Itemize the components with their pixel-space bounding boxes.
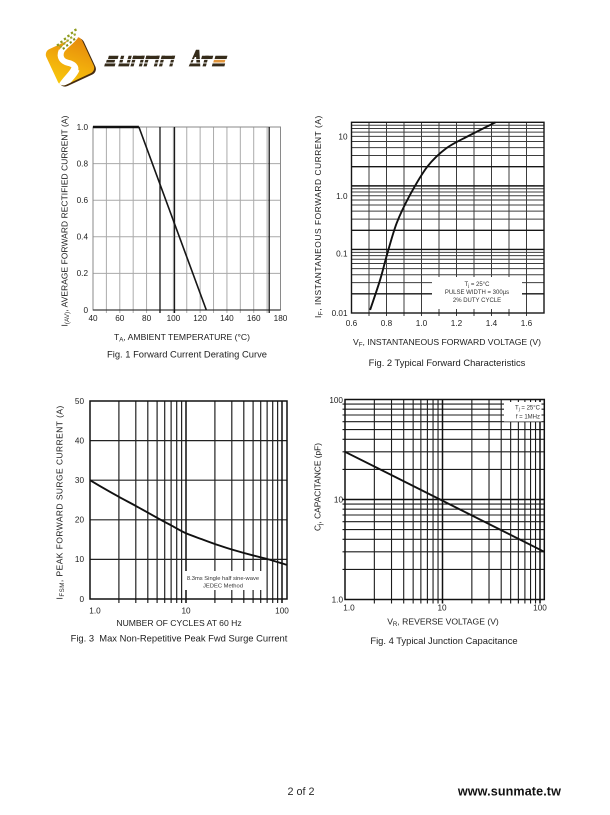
svg-text:0.01: 0.01 xyxy=(332,309,348,318)
svg-text:100: 100 xyxy=(533,604,547,613)
svg-text:0: 0 xyxy=(83,306,88,315)
svg-text:Fig. 3 Max Non-Repetitive Pea: Fig. 3 Max Non-Repetitive Peak Fwd Surge… xyxy=(71,633,288,644)
svg-text:10: 10 xyxy=(181,607,191,616)
svg-text:JEDEC Method: JEDEC Method xyxy=(203,584,243,590)
svg-text:PULSE WIDTH = 300µs: PULSE WIDTH = 300µs xyxy=(445,290,509,296)
svg-text:160: 160 xyxy=(247,314,261,323)
svg-text:0: 0 xyxy=(79,595,84,604)
svg-text:50: 50 xyxy=(75,397,85,406)
svg-text:1.0: 1.0 xyxy=(343,604,355,613)
svg-text:140: 140 xyxy=(220,314,234,323)
svg-text:0.6: 0.6 xyxy=(346,319,358,328)
svg-text:1.4: 1.4 xyxy=(486,319,498,328)
svg-text:Fig. 2 Typical Forward Charact: Fig. 2 Typical Forward Characteristics xyxy=(369,357,526,368)
svg-text:10: 10 xyxy=(334,495,344,504)
svg-text:VR, REVERSE VOLTAGE (V): VR, REVERSE VOLTAGE (V) xyxy=(387,617,499,629)
svg-text:10: 10 xyxy=(437,604,447,613)
svg-text:IF, INSTANTANEOUS FORWARD CURR: IF, INSTANTANEOUS FORWARD CURRENT (A) xyxy=(313,115,325,318)
svg-text:1.0: 1.0 xyxy=(77,123,89,132)
svg-text:Cj, CAPACITANCE (pF): Cj, CAPACITANCE (pF) xyxy=(313,443,325,531)
svg-text:1.0: 1.0 xyxy=(332,596,344,605)
svg-text:180: 180 xyxy=(274,314,288,323)
svg-text:10: 10 xyxy=(75,555,85,564)
svg-text:80: 80 xyxy=(142,314,152,323)
svg-text:0.1: 0.1 xyxy=(336,250,348,259)
svg-text:IFSM, PEAK FORWARD SURGE CURRE: IFSM, PEAK FORWARD SURGE CURRENT (A) xyxy=(55,405,67,599)
svg-text:VF, INSTANTANEOUS FORWARD VOLT: VF, INSTANTANEOUS FORWARD VOLTAGE (V) xyxy=(353,337,541,349)
svg-text:60: 60 xyxy=(115,314,125,323)
svg-text:20: 20 xyxy=(75,516,85,525)
svg-text:8.3ms Single half sine-wave: 8.3ms Single half sine-wave xyxy=(187,576,259,582)
svg-text:f = 1MHz: f = 1MHz xyxy=(516,415,540,421)
svg-text:0.6: 0.6 xyxy=(77,196,89,205)
svg-text:1.0: 1.0 xyxy=(89,607,101,616)
svg-text:1.2: 1.2 xyxy=(451,319,463,328)
svg-text:Tj = 25°C: Tj = 25°C xyxy=(465,282,491,288)
svg-text:120: 120 xyxy=(193,314,207,323)
svg-text:NUMBER OF CYCLES AT 60 Hz: NUMBER OF CYCLES AT 60 Hz xyxy=(116,618,241,628)
svg-text:0.8: 0.8 xyxy=(381,319,393,328)
svg-text:www.sunmate.tw: www.sunmate.tw xyxy=(457,785,561,799)
svg-text:10: 10 xyxy=(338,133,348,142)
svg-text:2 of 2: 2 of 2 xyxy=(287,786,314,798)
svg-text:100: 100 xyxy=(329,396,343,405)
svg-text:30: 30 xyxy=(75,476,85,485)
svg-text:Fig. 4 Typical Junction Capaci: Fig. 4 Typical Junction Capacitance xyxy=(370,635,517,646)
svg-text:I(AV), AVERAGE FORWARD RECTIFI: I(AV), AVERAGE FORWARD RECTIFIED CURRENT… xyxy=(60,115,72,326)
svg-text:40: 40 xyxy=(88,314,98,323)
svg-text:TA, AMBIENT TEMPERATURE (°C): TA, AMBIENT TEMPERATURE (°C) xyxy=(114,332,250,344)
svg-text:2% DUTY CYCLE: 2% DUTY CYCLE xyxy=(453,298,501,304)
svg-text:100: 100 xyxy=(275,607,289,616)
svg-text:1.0: 1.0 xyxy=(336,192,348,201)
svg-text:Fig. 1 Forward Current Deratin: Fig. 1 Forward Current Derating Curve xyxy=(107,349,267,360)
svg-text:1.6: 1.6 xyxy=(521,319,533,328)
svg-text:1.0: 1.0 xyxy=(416,319,428,328)
svg-text:Tj = 25°C: Tj = 25°C xyxy=(515,406,541,412)
svg-text:0.2: 0.2 xyxy=(77,269,89,278)
svg-text:100: 100 xyxy=(167,314,181,323)
svg-text:40: 40 xyxy=(75,436,85,445)
svg-text:0.8: 0.8 xyxy=(77,159,89,168)
svg-text:0.4: 0.4 xyxy=(77,233,89,242)
